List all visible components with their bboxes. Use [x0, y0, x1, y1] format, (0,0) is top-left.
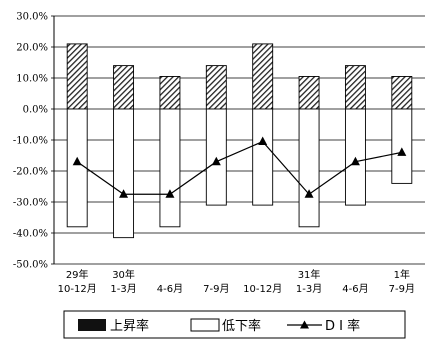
grid-lines: [54, 46, 425, 234]
y-tick-label: -20.0%: [13, 167, 48, 178]
di-point: [304, 189, 314, 198]
legend-box: [63, 310, 406, 339]
x-category-label: 31年: [298, 268, 321, 281]
di-line-series: [72, 136, 407, 198]
x-category-label: 10-12月: [58, 283, 97, 295]
x-category-label: 4-6月: [157, 283, 183, 295]
y-tick-label: -40.0%: [13, 229, 48, 240]
y-tick-label: 20.0%: [16, 43, 48, 54]
bar-rise: [391, 75, 413, 110]
di-point: [258, 136, 268, 146]
legend-fall-swatch: [190, 318, 220, 332]
di-point: [165, 189, 175, 198]
bar-fall: [391, 108, 413, 184]
bar-rise: [205, 65, 227, 110]
legend-di-marker: [300, 320, 309, 329]
di-point: [350, 156, 360, 166]
bar-fall: [252, 108, 274, 206]
y-tick-label: -10.0%: [13, 136, 48, 147]
di-point: [72, 156, 82, 166]
legend-fall-label: 低下率: [222, 318, 261, 334]
legend: 上昇率 低下率 D I 率: [63, 310, 406, 339]
y-tick-label: 0.0%: [23, 105, 48, 116]
x-category-label: 1-3月: [296, 283, 322, 295]
legend-rise-label: 上昇率: [110, 318, 149, 334]
x-axis-categories: 29年 10-12月 30年 1-3月 4-6月 7-9月 10-12月 31年 1-3月 4-6…: [58, 268, 415, 295]
bar-rise: [113, 65, 135, 110]
di-line: [76, 140, 402, 196]
x-category-label: 7-9月: [203, 283, 229, 295]
y-tick-label: 10.0%: [16, 74, 48, 85]
bar-rise: [66, 43, 88, 110]
y-tick-label: 30.0%: [16, 12, 48, 23]
bar-rise: [344, 65, 366, 110]
x-category-label: 4-6月: [342, 283, 368, 295]
bar-fall: [298, 108, 320, 228]
bars: [66, 43, 413, 239]
x-category-label: 30年: [112, 268, 135, 281]
di-point: [211, 156, 221, 166]
x-category-label: 29年: [66, 268, 89, 281]
y-tick-label: -50.0%: [13, 260, 48, 271]
bar-rise: [252, 43, 274, 110]
x-category-label: 7-9月: [389, 283, 415, 295]
di-point: [119, 189, 129, 198]
legend-di-label: D I 率: [325, 318, 360, 334]
bar-fall: [159, 108, 181, 228]
bar-rise: [298, 75, 320, 110]
bar-rise: [159, 75, 181, 110]
x-category-label: 1年: [394, 268, 410, 281]
x-category-label: 10-12月: [243, 283, 282, 295]
legend-rise-swatch: [78, 319, 106, 331]
bar-fall: [66, 108, 88, 228]
y-axis-ticks: 30.0% 20.0% 10.0% 0.0% -10.0% -20.0% -30.0% -40…: [13, 12, 48, 271]
x-category-label: 1-3月: [110, 283, 136, 295]
di-point: [397, 147, 407, 156]
y-tick-label: -30.0%: [13, 198, 48, 209]
bar-fall: [113, 108, 135, 239]
plot-frame: [51, 15, 425, 265]
